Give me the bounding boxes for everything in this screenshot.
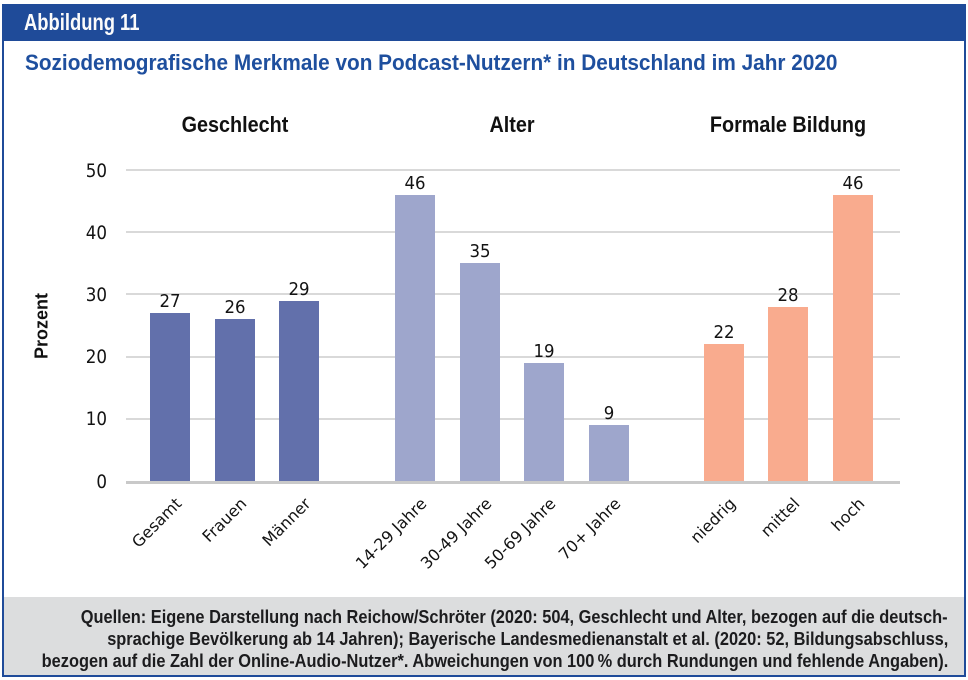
figure-header-band: Abbildung 11 [2, 4, 966, 41]
x-tick-label-niedrig: niedrig [686, 494, 740, 547]
y-tick-label-30: 30 [85, 283, 107, 306]
y-tick-label-0: 0 [96, 470, 107, 493]
group-header-1: Geschlecht [181, 112, 288, 137]
y-tick-label-50: 50 [85, 159, 107, 182]
source-note-line-3: bezogen auf die Zahl der Online-Audio-Nu… [41, 651, 948, 671]
y-axis-title: Prozent [31, 292, 52, 360]
figure-title: Soziodemografische Merkmale von Podcast-… [25, 50, 838, 75]
bar-50-69 Jahre [524, 362, 565, 481]
source-note-box: Quellen: Eigene Darstellung nach Reichow… [4, 597, 964, 675]
group-header-3: Formale Bildung [710, 112, 867, 137]
figure-number-label: Abbildung 11 [24, 9, 140, 35]
bar-mittel [768, 306, 809, 481]
source-note-line-2: sprachige Bevölkerung ab 14 Jahren); Bay… [106, 629, 948, 649]
x-tick-label-Männer: Männer [258, 494, 315, 551]
x-tick-label-hoch: hoch [827, 494, 869, 535]
source-note-line-1: Quellen: Eigene Darstellung nach Reichow… [81, 607, 948, 627]
bar-hoch [833, 194, 873, 481]
bar-Gesamt [149, 313, 190, 481]
bar-niedrig [703, 344, 744, 481]
gridline-10 [126, 417, 900, 420]
bar-Frauen [214, 319, 255, 481]
y-tick-label-20: 20 [85, 346, 107, 369]
x-tick-label-Gesamt: Gesamt [127, 494, 186, 552]
gridline-50 [126, 169, 900, 171]
gridline-20 [126, 355, 900, 358]
bar-value-70+ Jahre: 9 [603, 403, 615, 425]
group-header-2: Alter [489, 112, 535, 137]
bar-value-Frauen: 26 [223, 297, 246, 319]
bar-value-niedrig: 22 [713, 322, 735, 344]
x-tick-label-14-29 Jahre: 14-29 Jahre [351, 494, 431, 573]
bar-value-14-29 Jahre: 46 [404, 172, 426, 194]
bar-14-29 Jahre [395, 194, 435, 481]
bar-value-Männer: 29 [288, 278, 310, 300]
x-tick-label-mittel: mittel [757, 494, 804, 541]
bar-Männer [279, 300, 320, 481]
x-axis-line [126, 481, 900, 484]
bar-value-30-49 Jahre: 35 [469, 241, 491, 263]
gridline-40 [126, 231, 900, 234]
x-tick-label-30-49 Jahre: 30-49 Jahre [416, 494, 496, 573]
x-tick-label-70+ Jahre: 70+ Jahre [554, 494, 625, 564]
y-tick-label-10: 10 [85, 408, 107, 431]
gridline-30 [126, 293, 900, 296]
bar-70+ Jahre [588, 425, 629, 481]
bar-value-hoch: 46 [842, 172, 864, 194]
bar-30-49 Jahre [459, 263, 500, 481]
x-tick-label-50-69 Jahre: 50-69 Jahre [480, 494, 560, 573]
x-tick-label-Frauen: Frauen [197, 494, 250, 547]
bar-value-Gesamt: 27 [159, 291, 181, 313]
bar-value-mittel: 28 [777, 284, 799, 306]
bar-value-50-69 Jahre: 19 [533, 340, 555, 362]
y-tick-label-40: 40 [85, 221, 107, 244]
